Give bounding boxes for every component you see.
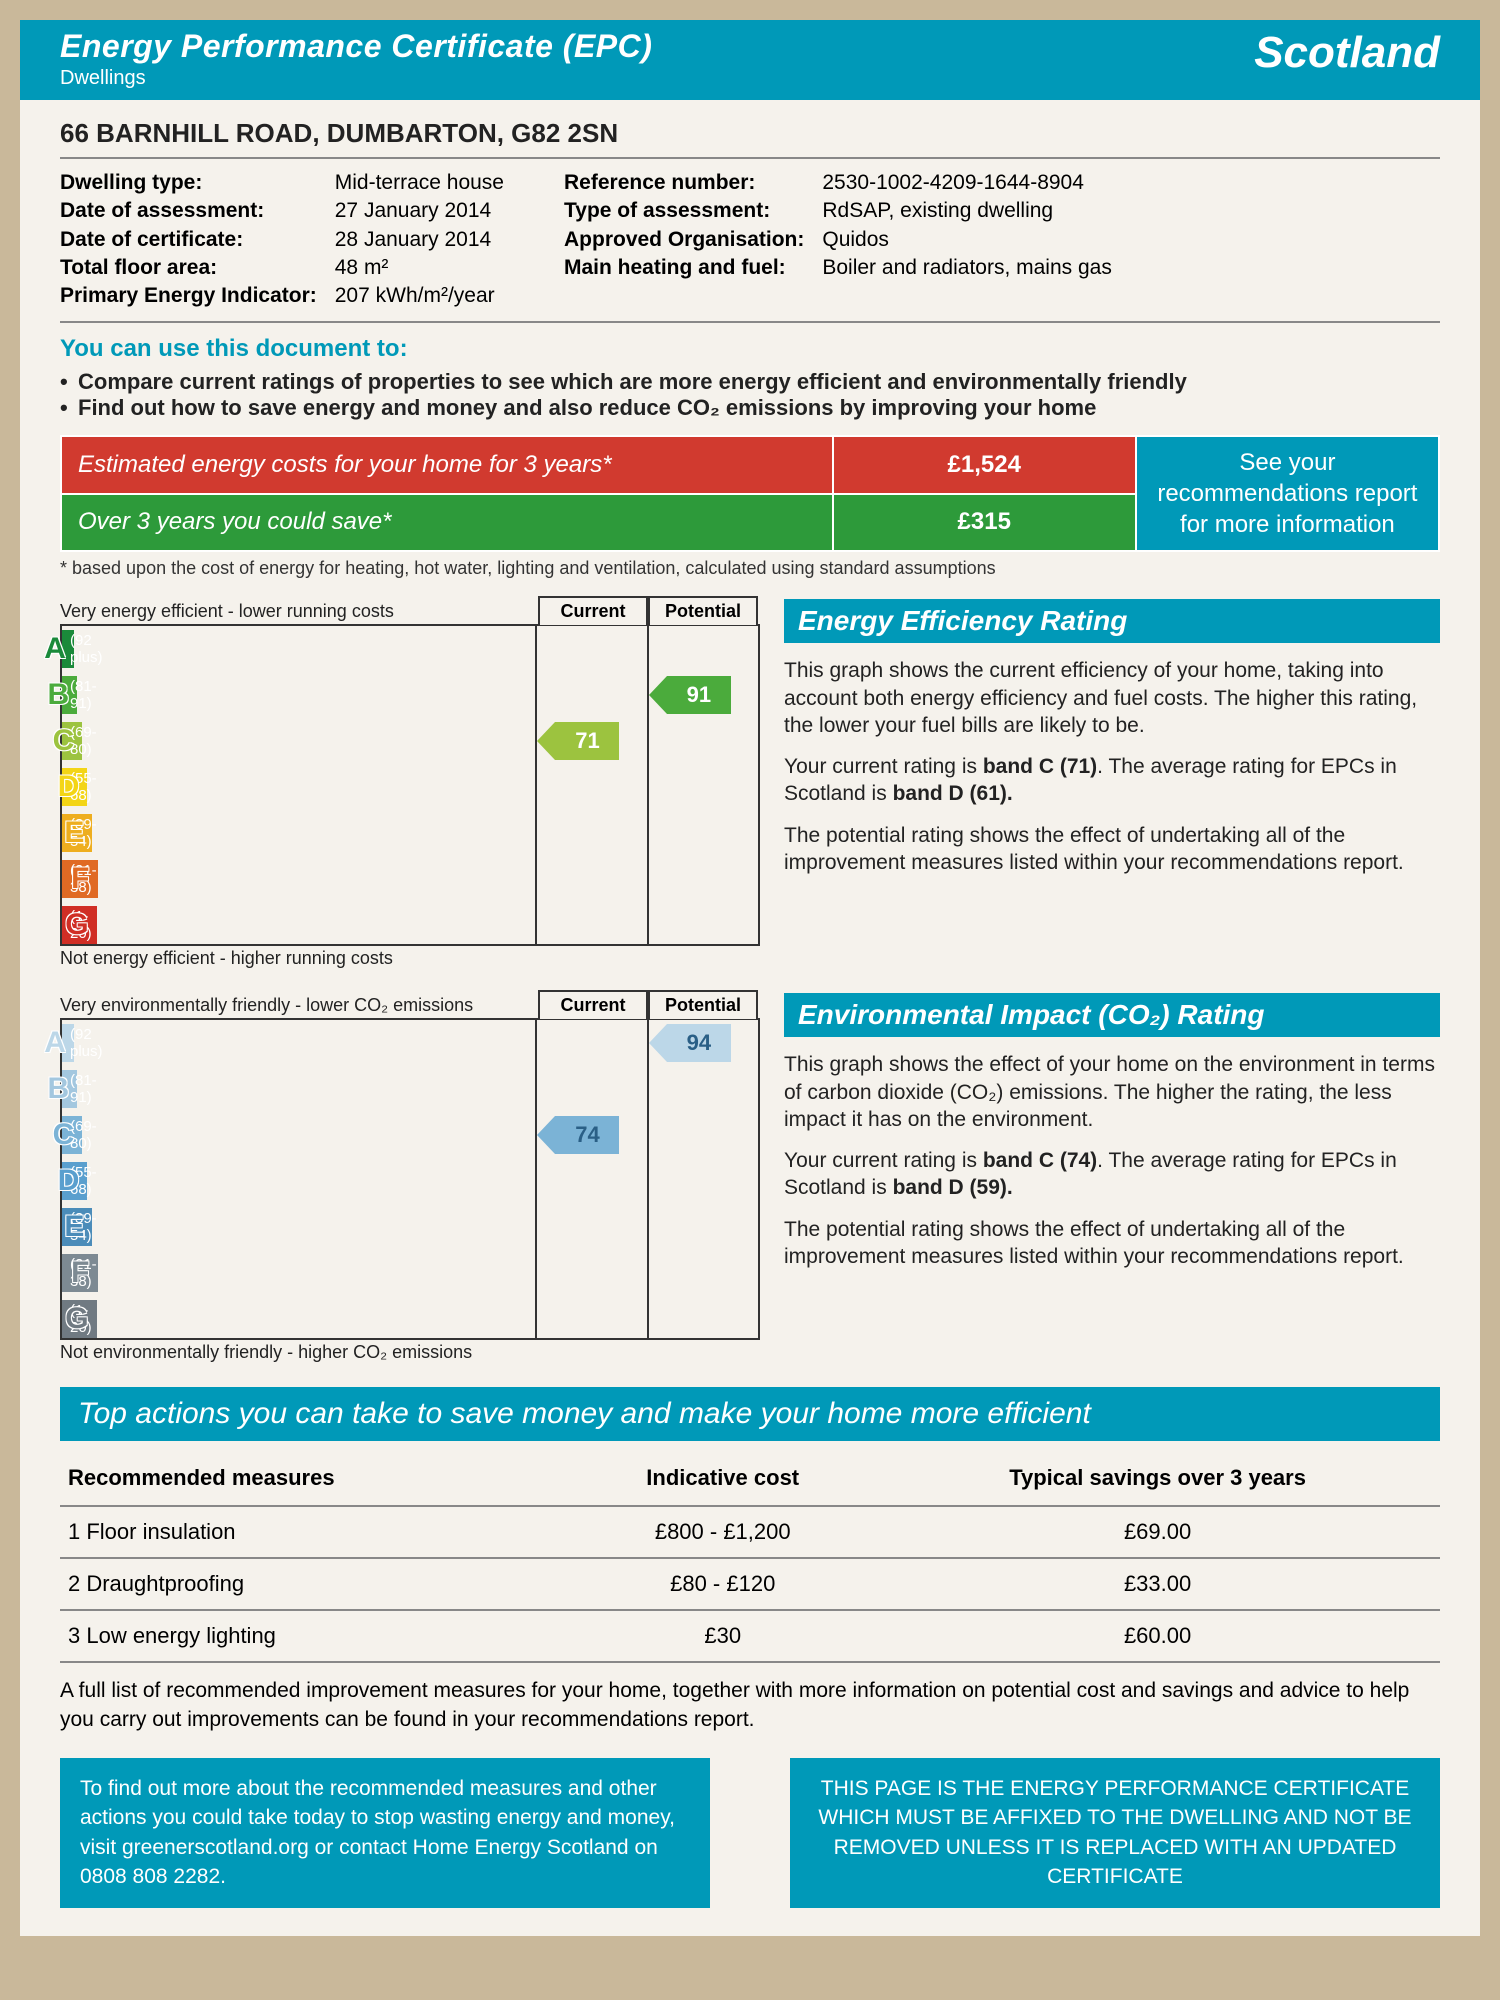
band-row-G: (1-20)G	[62, 1296, 110, 1342]
pointer-potential: 94	[667, 1024, 731, 1062]
eff-current-band: band C (71)	[983, 755, 1097, 778]
header-left: Energy Performance Certificate (EPC) Dwe…	[60, 28, 652, 90]
band-row-E: (39-54)E	[62, 810, 118, 856]
use-list: •Compare current ratings of properties t…	[60, 369, 1440, 421]
details-left-labels: Dwelling type:Date of assessment:Date of…	[60, 169, 317, 311]
env-col-headers: Current Potential	[538, 990, 758, 1019]
actions-footnote: A full list of recommended improvement m…	[60, 1677, 1440, 1734]
band-row-B: (81-91)B	[62, 672, 118, 718]
details-left-values: Mid-terrace house27 January 201428 Janua…	[335, 169, 504, 311]
pointer-current: 74	[555, 1116, 619, 1154]
env-col-current: Current	[538, 990, 648, 1019]
cell: 3 Low energy lighting	[60, 1610, 570, 1662]
eff-p1: This graph shows the current efficiency …	[784, 657, 1440, 739]
eff-title: Energy Efficiency Rating	[784, 599, 1440, 643]
doc-title: Energy Performance Certificate (EPC)	[60, 28, 652, 65]
band-row-A: (92 plus)A	[62, 626, 128, 672]
cell: 2 Draughtproofing	[60, 1558, 570, 1610]
environmental-block: Very environmentally friendly - lower CO…	[60, 993, 1440, 1365]
efficiency-block: Very energy efficient - lower running co…	[60, 599, 1440, 971]
cost-row2-label: Over 3 years you could save*	[61, 494, 833, 552]
cost-row1-label: Estimated energy costs for your home for…	[61, 436, 833, 494]
efficiency-chart: Very energy efficient - lower running co…	[60, 599, 760, 971]
cell: £30	[570, 1610, 875, 1662]
env-bot-label: Not environmentally friendly - higher CO…	[60, 1340, 760, 1365]
epc-page: Energy Performance Certificate (EPC) Dwe…	[20, 20, 1480, 1936]
band-row-C: (69-80)C	[62, 1112, 118, 1158]
cost-sidebox: See your recommendations report for more…	[1136, 436, 1439, 552]
band-row-F: (21-38)F	[62, 1250, 118, 1296]
env-chart-grid: Current Potential (92 plus)A(81-91)B(69-…	[60, 1018, 760, 1340]
cost-footnote: * based upon the cost of energy for heat…	[60, 558, 1440, 579]
cell: £800 - £1,200	[570, 1506, 875, 1558]
eff-p2: Your current rating is band C (71). The …	[784, 753, 1440, 808]
details-block: Dwelling type:Date of assessment:Date of…	[60, 157, 1440, 323]
cell: £60.00	[875, 1610, 1440, 1662]
details-right-values: 2530-1002-4209-1644-8904RdSAP, existing …	[822, 169, 1111, 311]
eff-col-headers: Current Potential	[538, 596, 758, 625]
actions-col-2: Typical savings over 3 years	[875, 1451, 1440, 1506]
table-row: 2 Draughtproofing£80 - £120£33.00	[60, 1558, 1440, 1610]
content: 66 BARNHILL ROAD, DUMBARTON, G82 2SN Dwe…	[20, 100, 1480, 1936]
band-row-C: (69-80)C	[62, 718, 118, 764]
doc-subtitle: Dwellings	[60, 67, 652, 90]
eff-col-current: Current	[538, 596, 648, 625]
footer-left: To find out more about the recommended m…	[60, 1758, 710, 1908]
property-address: 66 BARNHILL ROAD, DUMBARTON, G82 2SN	[60, 112, 1440, 157]
details-right-labels: Reference number:Type of assessment:Appr…	[564, 169, 804, 311]
cell: £33.00	[875, 1558, 1440, 1610]
region-label: Scotland	[1254, 28, 1440, 78]
cell: 1 Floor insulation	[60, 1506, 570, 1558]
env-title: Environmental Impact (CO₂) Rating	[784, 993, 1440, 1037]
pointer-potential: 91	[667, 676, 731, 714]
band-row-D: (55-68)D	[62, 764, 118, 810]
cost-row1-value: £1,524	[833, 436, 1136, 494]
environmental-chart: Very environmentally friendly - lower CO…	[60, 993, 760, 1365]
eff-bot-label: Not energy efficient - higher running co…	[60, 946, 760, 971]
eff-chart-grid: Current Potential (92 plus)A(81-91)B(69-…	[60, 624, 760, 946]
efficiency-text: Energy Efficiency Rating This graph show…	[784, 599, 1440, 971]
actions-col-0: Recommended measures	[60, 1451, 570, 1506]
cost-row2-value: £315	[833, 494, 1136, 552]
env-current-band: band C (74)	[983, 1149, 1097, 1172]
band-row-E: (39-54)E	[62, 1204, 118, 1250]
cell: £69.00	[875, 1506, 1440, 1558]
actions-table: Recommended measuresIndicative costTypic…	[60, 1451, 1440, 1663]
band-row-A: (92 plus)A	[62, 1020, 128, 1066]
cell: £80 - £120	[570, 1558, 875, 1610]
env-p2: Your current rating is band C (74). The …	[784, 1147, 1440, 1202]
table-row: 1 Floor insulation£800 - £1,200£69.00	[60, 1506, 1440, 1558]
band-row-B: (81-91)B	[62, 1066, 118, 1112]
environmental-text: Environmental Impact (CO₂) Rating This g…	[784, 993, 1440, 1365]
env-avg-band: band D (59).	[893, 1176, 1013, 1199]
details-right: Reference number:Type of assessment:Appr…	[564, 169, 1112, 311]
eff-avg-band: band D (61).	[893, 782, 1013, 805]
env-p1: This graph shows the effect of your home…	[784, 1051, 1440, 1133]
footer-boxes: To find out more about the recommended m…	[60, 1758, 1440, 1908]
use-title: You can use this document to:	[60, 335, 1440, 363]
eff-col-potential: Potential	[648, 596, 758, 625]
band-row-F: (21-38)F	[62, 856, 118, 902]
actions-title: Top actions you can take to save money a…	[60, 1387, 1440, 1441]
table-row: 3 Low energy lighting£30£60.00	[60, 1610, 1440, 1662]
eff-p3: The potential rating shows the effect of…	[784, 822, 1440, 877]
env-p3: The potential rating shows the effect of…	[784, 1216, 1440, 1271]
details-left: Dwelling type:Date of assessment:Date of…	[60, 169, 504, 311]
cost-table: Estimated energy costs for your home for…	[60, 435, 1440, 553]
pointer-current: 71	[555, 722, 619, 760]
band-row-G: (1-20)G	[62, 902, 110, 948]
band-row-D: (55-68)D	[62, 1158, 118, 1204]
actions-col-1: Indicative cost	[570, 1451, 875, 1506]
env-col-potential: Potential	[648, 990, 758, 1019]
txt: Your current rating is	[784, 755, 983, 778]
header-bar: Energy Performance Certificate (EPC) Dwe…	[20, 20, 1480, 100]
txt: Your current rating is	[784, 1149, 983, 1172]
footer-right: THIS PAGE IS THE ENERGY PERFORMANCE CERT…	[790, 1758, 1440, 1908]
